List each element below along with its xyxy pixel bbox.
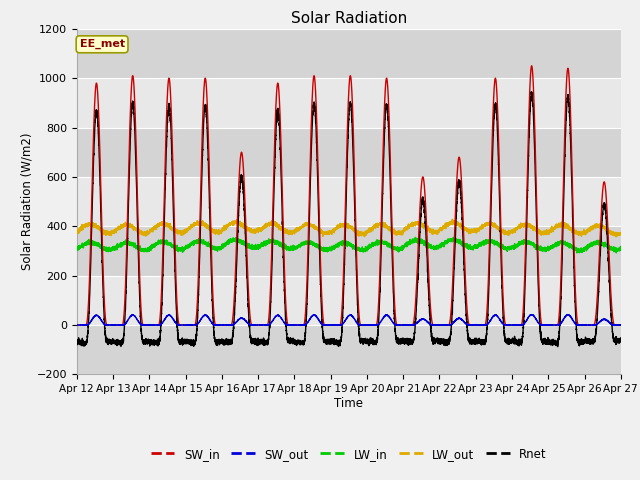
- SW_in: [528, 63, 536, 69]
- Rnet: [554, 344, 561, 349]
- LW_out: [588, 225, 595, 230]
- Line: LW_out: LW_out: [77, 219, 621, 237]
- LW_out: [258, 227, 266, 232]
- Rnet: [527, 89, 535, 95]
- Rnet: [258, 337, 266, 343]
- LW_out: [612, 234, 620, 240]
- SW_in: [470, 322, 478, 328]
- Text: EE_met: EE_met: [79, 39, 125, 49]
- SW_in: [617, 322, 625, 328]
- LW_in: [258, 241, 266, 247]
- Legend: SW_in, SW_out, LW_in, LW_out, Rnet: SW_in, SW_out, LW_in, LW_out, Rnet: [146, 443, 552, 465]
- LW_in: [588, 242, 595, 248]
- Line: LW_in: LW_in: [77, 237, 621, 253]
- LW_in: [617, 245, 625, 251]
- Bar: [77, 128, 621, 177]
- Bar: [77, 29, 621, 78]
- Line: SW_out: SW_out: [77, 314, 621, 325]
- SW_out: [617, 322, 625, 328]
- Bar: [77, 226, 621, 276]
- LW_in: [594, 240, 602, 246]
- LW_out: [617, 231, 625, 237]
- Rnet: [470, 336, 478, 342]
- Line: Rnet: Rnet: [77, 92, 621, 347]
- LW_in: [73, 246, 81, 252]
- Title: Solar Radiation: Solar Radiation: [291, 11, 407, 26]
- SW_out: [588, 322, 595, 328]
- SW_out: [594, 321, 602, 326]
- LW_in: [573, 250, 580, 256]
- SW_in: [486, 230, 493, 236]
- SW_in: [588, 322, 595, 328]
- Rnet: [486, 254, 493, 260]
- Rnet: [588, 338, 595, 344]
- Rnet: [73, 340, 81, 346]
- Line: SW_in: SW_in: [77, 66, 621, 325]
- Y-axis label: Solar Radiation (W/m2): Solar Radiation (W/m2): [20, 133, 34, 270]
- LW_in: [470, 242, 478, 248]
- SW_in: [258, 322, 266, 328]
- Rnet: [330, 342, 338, 348]
- LW_out: [330, 227, 338, 232]
- SW_out: [470, 322, 478, 328]
- LW_in: [486, 238, 493, 243]
- SW_out: [564, 312, 572, 317]
- SW_in: [73, 322, 81, 328]
- LW_out: [486, 221, 493, 227]
- SW_in: [594, 281, 602, 287]
- SW_out: [258, 322, 266, 328]
- Rnet: [617, 336, 625, 341]
- SW_out: [330, 322, 338, 328]
- LW_out: [73, 228, 81, 234]
- SW_out: [73, 322, 81, 328]
- Bar: [77, 325, 621, 374]
- LW_in: [451, 234, 458, 240]
- X-axis label: Time: Time: [334, 397, 364, 410]
- Rnet: [594, 298, 602, 303]
- SW_out: [486, 318, 493, 324]
- SW_out: [74, 322, 81, 328]
- LW_out: [594, 222, 602, 228]
- LW_out: [470, 229, 478, 235]
- SW_in: [330, 322, 338, 328]
- LW_out: [449, 216, 456, 222]
- LW_in: [330, 246, 338, 252]
